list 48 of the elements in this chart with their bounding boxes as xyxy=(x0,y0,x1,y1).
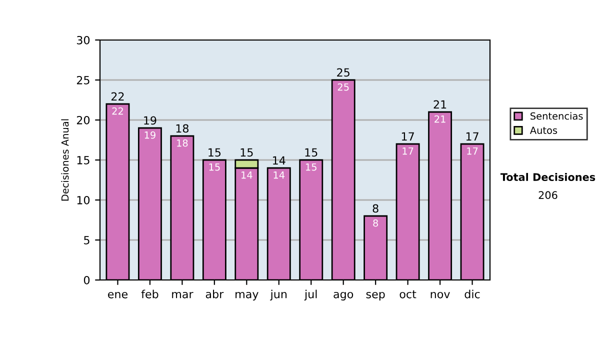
data-label: 15 xyxy=(209,164,220,171)
y-tick-label: 15 xyxy=(77,156,90,164)
y-tick-label: 20 xyxy=(76,116,90,124)
data-label: 17 xyxy=(467,148,478,155)
x-tick-label: ago xyxy=(334,292,354,300)
x-tick-label: oct xyxy=(400,290,416,298)
total-label: 15 xyxy=(240,148,253,157)
total-label: 25 xyxy=(337,68,350,77)
total-label: 18 xyxy=(176,124,188,133)
y-axis-title: Decisiones Anual xyxy=(61,119,69,201)
x-tick-label: jun xyxy=(270,290,287,300)
total-label: 21 xyxy=(434,100,446,108)
data-label: 19 xyxy=(144,131,156,139)
data-label: 14 xyxy=(242,172,252,179)
y-tick-label: 30 xyxy=(76,36,90,44)
total-label: 8 xyxy=(372,204,378,213)
total-label: 17 xyxy=(466,132,478,140)
total-label: 15 xyxy=(208,148,221,157)
x-tick-label: mar xyxy=(172,292,194,298)
text: Total Decisiones xyxy=(500,172,596,182)
data-label: 21 xyxy=(434,115,446,123)
x-tick-label: jul xyxy=(304,290,317,300)
x-tick-label: ene xyxy=(108,292,128,298)
x-tick-label: dic xyxy=(464,290,480,298)
data-label: 8 xyxy=(373,219,378,227)
y-tick-label: 25 xyxy=(76,76,90,84)
data-label: 17 xyxy=(402,148,414,155)
data-label: 14 xyxy=(274,172,285,179)
total-label: 22 xyxy=(111,92,124,100)
text: 206 xyxy=(538,191,558,200)
data-label: 22 xyxy=(112,107,123,115)
total-label: 19 xyxy=(144,116,156,125)
x-tick-label: sep xyxy=(366,292,385,300)
total-label: 17 xyxy=(402,132,414,140)
y-tick-label: 10 xyxy=(77,196,90,204)
legend-label: Autos xyxy=(530,126,558,134)
legend-label: Sentencias xyxy=(530,112,583,120)
x-tick-label: feb xyxy=(141,290,158,298)
data-label: 18 xyxy=(177,139,188,147)
x-tick-label: may xyxy=(236,292,258,300)
y-tick-label: 0 xyxy=(84,276,90,284)
data-label: 15 xyxy=(306,164,316,171)
data-label: 25 xyxy=(338,83,349,91)
y-tick-label: 5 xyxy=(84,236,90,244)
x-tick-label: abr xyxy=(206,290,224,298)
total-label: 14 xyxy=(273,156,286,164)
total-label: 15 xyxy=(305,148,318,157)
x-tick-label: nov xyxy=(430,292,450,298)
